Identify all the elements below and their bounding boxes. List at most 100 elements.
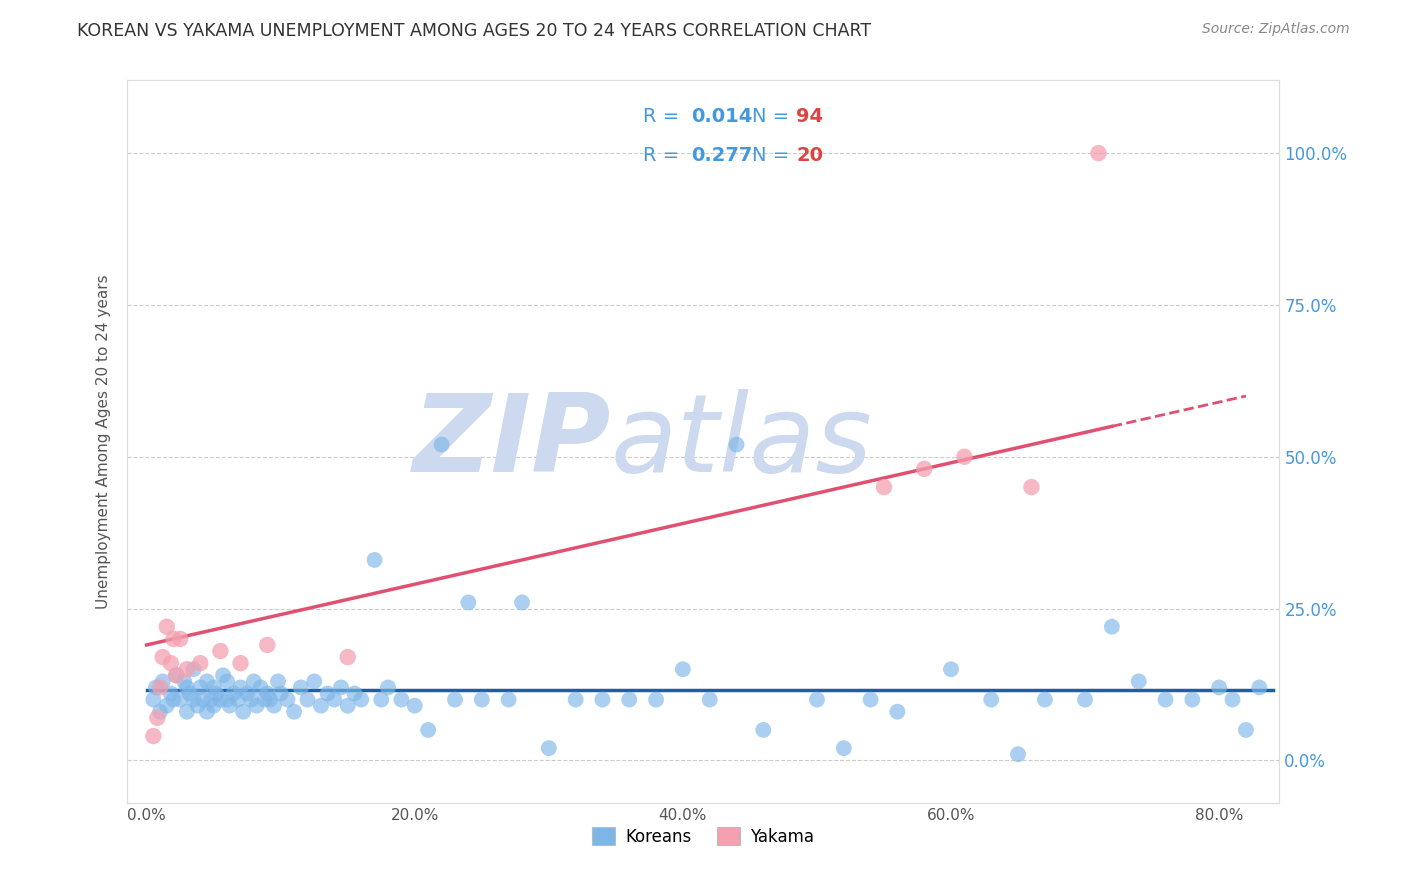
Point — [1021, 480, 1043, 494]
Point — [350, 692, 373, 706]
Point — [1154, 692, 1177, 706]
Point — [939, 662, 962, 676]
Text: atlas: atlas — [610, 389, 873, 494]
Point — [859, 692, 882, 706]
Point — [510, 595, 533, 609]
Point — [176, 662, 198, 676]
Point — [316, 686, 339, 700]
Point — [173, 674, 195, 689]
Point — [886, 705, 908, 719]
Point — [699, 692, 721, 706]
Point — [323, 692, 346, 706]
Point — [195, 674, 218, 689]
Point — [1033, 692, 1056, 706]
Y-axis label: Unemployment Among Ages 20 to 24 years: Unemployment Among Ages 20 to 24 years — [96, 274, 111, 609]
Point — [256, 686, 278, 700]
Point — [245, 698, 267, 713]
Point — [330, 681, 353, 695]
Point — [297, 692, 319, 706]
Point — [290, 681, 312, 695]
Point — [191, 692, 214, 706]
Point — [195, 705, 218, 719]
Text: 94: 94 — [796, 107, 824, 126]
Point — [389, 692, 412, 706]
Text: N =: N = — [752, 145, 796, 164]
Text: KOREAN VS YAKAMA UNEMPLOYMENT AMONG AGES 20 TO 24 YEARS CORRELATION CHART: KOREAN VS YAKAMA UNEMPLOYMENT AMONG AGES… — [77, 22, 872, 40]
Point — [236, 686, 259, 700]
Point — [498, 692, 520, 706]
Point — [159, 686, 181, 700]
Point — [370, 692, 392, 706]
Point — [377, 681, 399, 695]
Point — [953, 450, 976, 464]
Point — [202, 698, 225, 713]
Point — [162, 692, 184, 706]
Text: 20: 20 — [796, 145, 824, 164]
Point — [457, 595, 479, 609]
Point — [176, 705, 198, 719]
Point — [912, 462, 935, 476]
Point — [276, 692, 298, 706]
Point — [159, 656, 181, 670]
Point — [229, 681, 252, 695]
Text: Source: ZipAtlas.com: Source: ZipAtlas.com — [1202, 22, 1350, 37]
Point — [267, 674, 290, 689]
Point — [202, 681, 225, 695]
Point — [156, 620, 179, 634]
Point — [270, 686, 292, 700]
Point — [226, 692, 249, 706]
Point — [832, 741, 855, 756]
Point — [302, 674, 325, 689]
Point — [169, 632, 191, 646]
Text: 0.014: 0.014 — [692, 107, 752, 126]
Point — [218, 698, 240, 713]
Point — [591, 692, 613, 706]
Text: R =: R = — [643, 107, 685, 126]
Point — [152, 650, 174, 665]
Point — [1181, 692, 1204, 706]
Point — [243, 674, 266, 689]
Point — [232, 705, 254, 719]
Point — [1249, 681, 1271, 695]
Point — [146, 711, 169, 725]
Point — [336, 698, 359, 713]
Point — [1087, 146, 1109, 161]
Point — [537, 741, 560, 756]
Point — [1074, 692, 1097, 706]
Point — [471, 692, 494, 706]
Point — [980, 692, 1002, 706]
Text: 0.277: 0.277 — [692, 145, 752, 164]
Point — [165, 668, 187, 682]
Point — [209, 644, 232, 658]
Point — [165, 668, 187, 682]
Point — [283, 705, 305, 719]
Point — [183, 692, 205, 706]
Point — [179, 686, 201, 700]
Point — [645, 692, 668, 706]
Point — [176, 681, 198, 695]
Legend: Koreans, Yakama: Koreans, Yakama — [585, 821, 821, 852]
Point — [149, 681, 172, 695]
Point — [142, 692, 165, 706]
Point — [187, 698, 209, 713]
Text: N =: N = — [752, 107, 796, 126]
Point — [430, 437, 453, 451]
Point — [217, 692, 239, 706]
Point — [217, 674, 239, 689]
Point — [183, 662, 205, 676]
Point — [1208, 681, 1230, 695]
Point — [343, 686, 366, 700]
Point — [205, 686, 228, 700]
Point — [256, 638, 278, 652]
Point — [418, 723, 440, 737]
Point — [142, 729, 165, 743]
Point — [229, 656, 252, 670]
Point — [309, 698, 332, 713]
Point — [1128, 674, 1150, 689]
Point — [259, 692, 281, 706]
Text: ZIP: ZIP — [412, 389, 610, 494]
Point — [336, 650, 359, 665]
Point — [806, 692, 828, 706]
Point — [619, 692, 641, 706]
Point — [1007, 747, 1029, 762]
